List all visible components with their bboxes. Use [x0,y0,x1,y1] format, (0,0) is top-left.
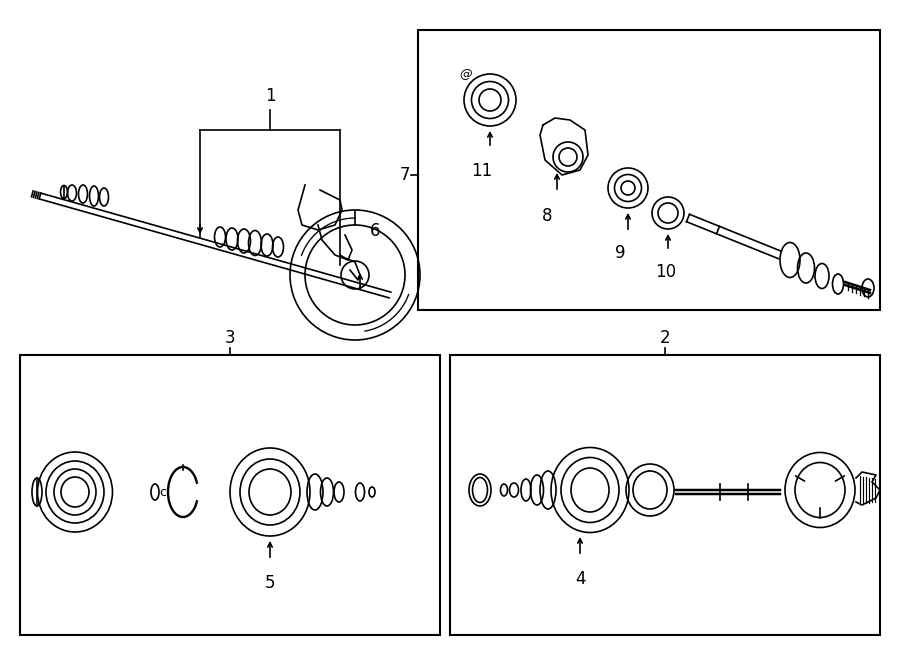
Bar [418,30,880,310]
Text: 1: 1 [265,87,275,105]
Text: 11: 11 [472,162,492,180]
Bar [20,355,440,635]
Text: 10: 10 [655,263,677,281]
Text: 6: 6 [370,222,381,240]
Text: 7: 7 [400,166,410,184]
Text: @: @ [460,69,473,81]
Text: c: c [159,485,166,498]
Text: 2: 2 [660,329,670,347]
Text: 8: 8 [542,207,553,225]
Text: 4: 4 [575,570,585,588]
Text: 9: 9 [615,244,626,262]
Bar [450,355,880,635]
Text: 3: 3 [225,329,235,347]
Text: 5: 5 [265,574,275,592]
